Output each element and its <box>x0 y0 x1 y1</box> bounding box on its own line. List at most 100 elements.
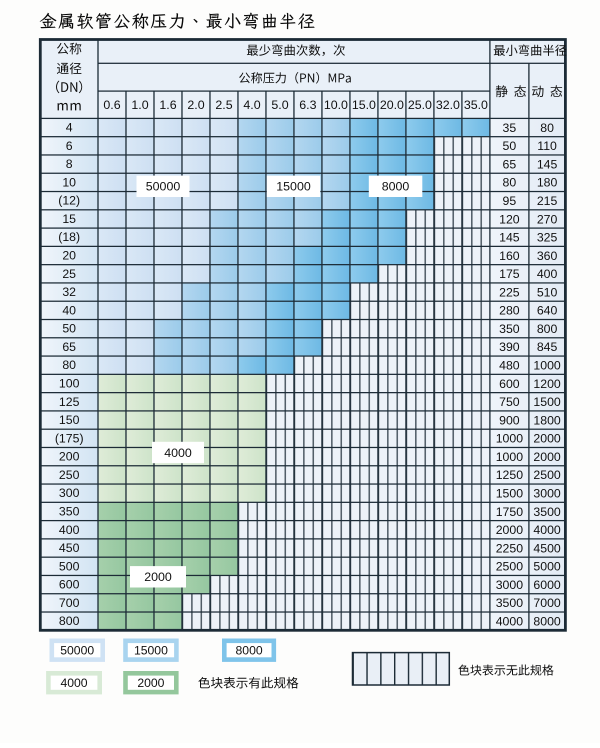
svg-text:10: 10 <box>62 175 76 189</box>
svg-text:360: 360 <box>537 249 558 263</box>
svg-text:145: 145 <box>499 231 520 245</box>
svg-text:35: 35 <box>503 121 517 135</box>
svg-text:15000: 15000 <box>276 180 311 194</box>
svg-text:2500: 2500 <box>496 560 524 574</box>
svg-text:50000: 50000 <box>146 180 181 194</box>
svg-text:2000: 2000 <box>533 450 561 464</box>
svg-text:5.0: 5.0 <box>271 98 288 112</box>
svg-text:150: 150 <box>59 413 80 427</box>
svg-text:6: 6 <box>66 139 73 153</box>
svg-text:200: 200 <box>59 450 80 464</box>
svg-text:160: 160 <box>499 249 520 263</box>
svg-text:50: 50 <box>62 322 76 336</box>
svg-text:8: 8 <box>66 157 73 171</box>
svg-text:7000: 7000 <box>533 596 561 610</box>
svg-text:2000: 2000 <box>496 523 524 537</box>
svg-text:350: 350 <box>499 322 520 336</box>
svg-text:400: 400 <box>59 523 80 537</box>
svg-text:2.0: 2.0 <box>187 98 204 112</box>
svg-text:900: 900 <box>499 413 520 427</box>
svg-text:750: 750 <box>499 395 520 409</box>
svg-text:145: 145 <box>537 157 558 171</box>
svg-text:25.0: 25.0 <box>408 98 432 112</box>
svg-text:1000: 1000 <box>496 432 524 446</box>
svg-text:450: 450 <box>59 541 80 555</box>
svg-text:4: 4 <box>66 121 73 135</box>
svg-text:510: 510 <box>537 285 558 299</box>
svg-text:225: 225 <box>499 285 520 299</box>
svg-text:250: 250 <box>59 468 80 482</box>
svg-text:1.0: 1.0 <box>131 98 148 112</box>
svg-text:4000: 4000 <box>164 446 192 460</box>
svg-text:175: 175 <box>499 267 520 281</box>
svg-text:280: 280 <box>499 304 520 318</box>
svg-text:32.0: 32.0 <box>436 98 460 112</box>
svg-text:1750: 1750 <box>496 505 524 519</box>
svg-text:1800: 1800 <box>533 413 561 427</box>
svg-text:40: 40 <box>62 303 76 317</box>
svg-text:3000: 3000 <box>496 578 524 592</box>
svg-text:270: 270 <box>537 212 558 226</box>
svg-text:(12): (12) <box>58 194 80 208</box>
svg-text:2000: 2000 <box>533 432 561 446</box>
svg-text:5000: 5000 <box>533 560 561 574</box>
svg-text:80: 80 <box>503 176 517 190</box>
svg-text:(18): (18) <box>58 230 80 244</box>
svg-text:4000: 4000 <box>60 676 87 690</box>
svg-text:15.0: 15.0 <box>352 98 376 112</box>
svg-text:50: 50 <box>503 139 517 153</box>
svg-text:3500: 3500 <box>533 505 561 519</box>
svg-text:800: 800 <box>59 614 80 628</box>
svg-text:800: 800 <box>537 322 558 336</box>
svg-text:700: 700 <box>59 596 80 610</box>
svg-text:600: 600 <box>499 377 520 391</box>
svg-text:110: 110 <box>537 139 557 153</box>
svg-text:400: 400 <box>537 267 558 281</box>
svg-text:1250: 1250 <box>496 468 524 482</box>
svg-text:125: 125 <box>59 395 80 409</box>
svg-text:(175): (175) <box>55 431 84 445</box>
svg-text:500: 500 <box>59 559 80 573</box>
svg-text:4.0: 4.0 <box>243 98 260 112</box>
svg-text:1.6: 1.6 <box>159 98 176 112</box>
svg-text:15: 15 <box>62 212 76 226</box>
svg-text:2000: 2000 <box>137 676 164 690</box>
svg-text:600: 600 <box>59 578 80 592</box>
svg-text:845: 845 <box>537 340 558 354</box>
svg-text:100: 100 <box>59 376 80 390</box>
svg-text:4000: 4000 <box>533 523 561 537</box>
svg-text:65: 65 <box>62 340 76 354</box>
svg-text:6.3: 6.3 <box>299 98 316 112</box>
svg-text:2500: 2500 <box>533 468 561 482</box>
svg-text:80: 80 <box>540 121 554 135</box>
svg-text:15000: 15000 <box>134 644 168 658</box>
svg-text:20: 20 <box>62 249 76 263</box>
svg-text:350: 350 <box>59 504 80 518</box>
svg-text:120: 120 <box>499 212 520 226</box>
svg-text:95: 95 <box>503 194 517 208</box>
svg-text:25: 25 <box>62 267 76 281</box>
svg-text:3500: 3500 <box>496 596 524 610</box>
svg-text:3000: 3000 <box>533 486 561 500</box>
svg-text:4500: 4500 <box>533 541 561 555</box>
svg-text:32: 32 <box>62 285 76 299</box>
svg-text:325: 325 <box>537 231 558 245</box>
svg-text:640: 640 <box>537 304 558 318</box>
svg-text:480: 480 <box>499 359 520 373</box>
svg-text:390: 390 <box>499 340 520 354</box>
svg-text:4000: 4000 <box>496 614 524 628</box>
svg-text:215: 215 <box>537 194 558 208</box>
svg-text:35.0: 35.0 <box>464 98 488 112</box>
svg-text:8000: 8000 <box>533 614 561 628</box>
svg-text:180: 180 <box>537 176 558 190</box>
svg-text:8000: 8000 <box>236 644 263 658</box>
svg-text:6000: 6000 <box>533 578 561 592</box>
svg-text:50000: 50000 <box>60 644 94 658</box>
svg-text:2.5: 2.5 <box>215 98 232 112</box>
svg-text:1000: 1000 <box>496 450 524 464</box>
svg-text:300: 300 <box>59 486 80 500</box>
svg-text:1200: 1200 <box>533 377 561 391</box>
svg-text:2250: 2250 <box>496 541 524 555</box>
svg-text:1000: 1000 <box>533 359 561 373</box>
svg-text:0.6: 0.6 <box>103 98 120 112</box>
